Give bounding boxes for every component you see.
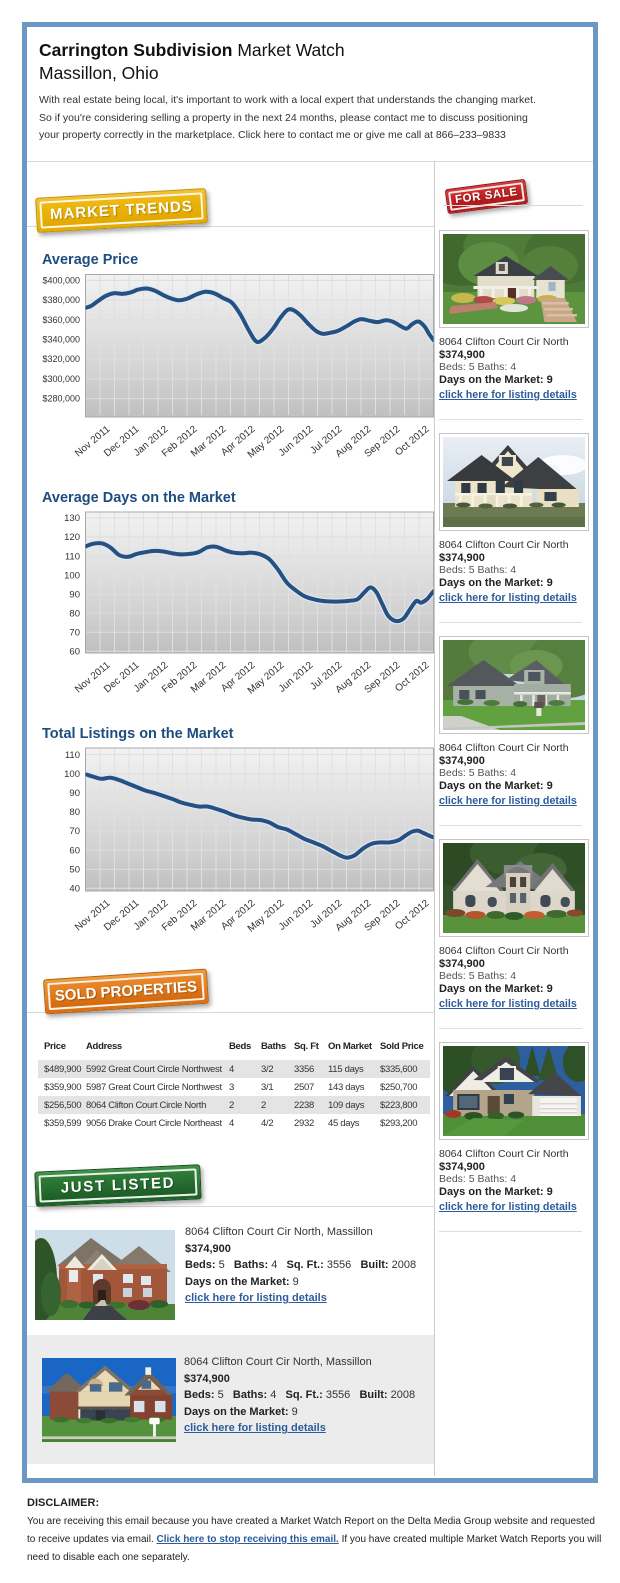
svg-text:130: 130 (64, 513, 80, 524)
svg-text:110: 110 (65, 750, 80, 761)
svg-text:120: 120 (64, 532, 80, 543)
svg-text:60: 60 (69, 845, 80, 856)
svg-text:90: 90 (69, 589, 80, 600)
svg-text:100: 100 (64, 769, 80, 780)
svg-text:$320,000: $320,000 (42, 354, 80, 364)
svg-text:90: 90 (69, 788, 80, 799)
svg-text:70: 70 (69, 826, 80, 837)
svg-text:60: 60 (69, 646, 80, 657)
svg-text:$380,000: $380,000 (42, 295, 80, 305)
svg-text:80: 80 (69, 608, 80, 619)
svg-text:70: 70 (69, 627, 80, 638)
svg-text:$340,000: $340,000 (42, 335, 80, 345)
svg-text:80: 80 (69, 807, 80, 818)
svg-text:100: 100 (64, 570, 80, 581)
svg-text:40: 40 (69, 884, 80, 895)
svg-text:$360,000: $360,000 (42, 315, 80, 325)
svg-text:50: 50 (69, 864, 80, 875)
svg-text:110: 110 (65, 551, 80, 562)
svg-text:$300,000: $300,000 (42, 374, 80, 384)
svg-text:$280,000: $280,000 (42, 394, 80, 404)
svg-text:$400,000: $400,000 (42, 275, 80, 285)
